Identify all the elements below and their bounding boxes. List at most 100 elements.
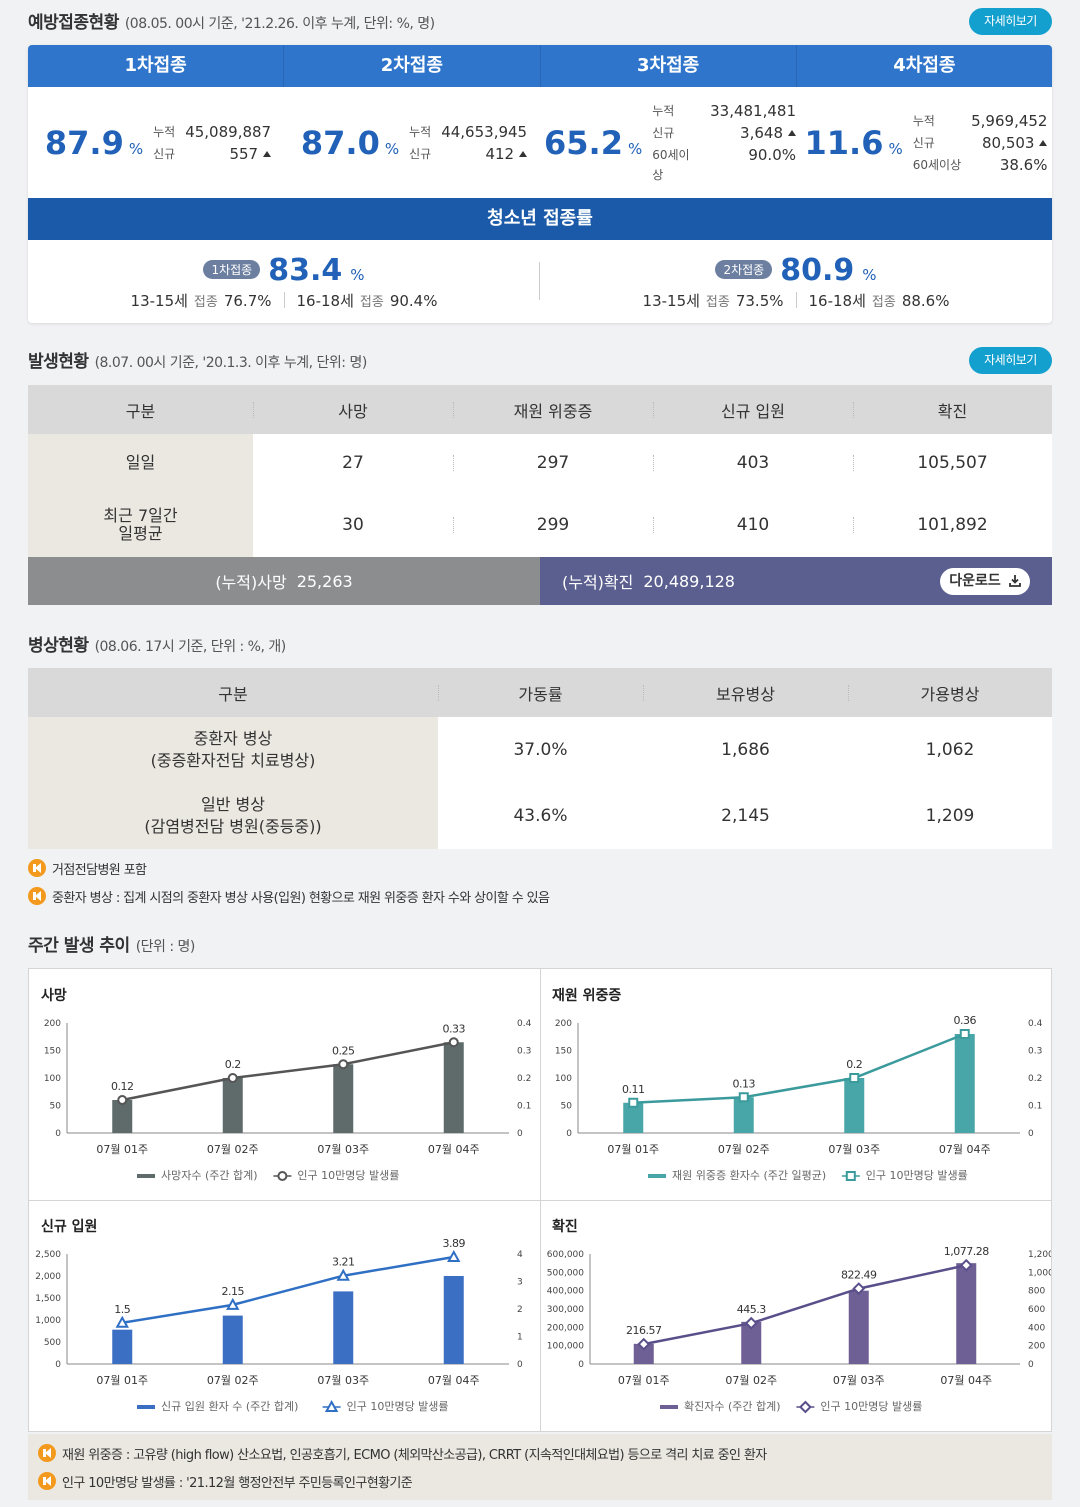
y-tick-label: 0 — [578, 1360, 584, 1370]
data-point — [744, 1316, 758, 1330]
table-header: 구분 사망 재원 위중증 신규 입원 확진 — [28, 385, 1052, 434]
download-button[interactable]: 다운로드 — [940, 568, 1030, 595]
bar — [222, 1315, 243, 1364]
occurrence-more-button[interactable]: 자세히보기 — [969, 347, 1052, 374]
y-tick-label: 0 — [566, 1129, 572, 1139]
bar — [112, 1329, 133, 1364]
cum-label: 누적 — [912, 113, 935, 128]
data-label: 2.15 — [222, 1285, 245, 1298]
download-icon — [1008, 570, 1021, 597]
dose-2-rate: 87.0 — [300, 123, 380, 162]
y2-tick-label: 1,000 — [1028, 1268, 1051, 1278]
row-label: 최근 7일간 일평균 — [28, 492, 253, 557]
y-tick-label: 150 — [555, 1047, 572, 1057]
y-tick-label: 200 — [555, 1019, 572, 1029]
bar — [633, 1343, 654, 1364]
y2-tick-label: 1 — [517, 1333, 523, 1343]
dose-4-rate: 11.6 — [804, 123, 884, 162]
column-header: 신규 입원 — [653, 398, 853, 422]
speaker-icon — [28, 887, 46, 905]
x-tick-label: 07월 02주 — [725, 1374, 777, 1387]
y2-tick-label: 1,200 — [1028, 1250, 1051, 1260]
data-point — [117, 1095, 128, 1105]
legend-label: 인구 10만명당 발생률 — [297, 1169, 399, 1182]
x-tick-label: 07월 03주 — [317, 1374, 369, 1387]
teen-value: 90.4% — [389, 291, 438, 310]
table-cell: 43.6% — [513, 806, 568, 826]
bar — [112, 1100, 133, 1133]
dose-tab-4[interactable]: 4차접종 — [893, 55, 956, 76]
dose-2-cum: 44,653,945 — [441, 122, 528, 141]
y2-tick-label: 200 — [1028, 1342, 1045, 1352]
chart-title: 재원 위중증 — [552, 988, 622, 1004]
beds-subtitle: (08.06. 17시 기준, 단위 : %, 개) — [94, 639, 287, 655]
occurrence-subtitle: (8.07. 00시 기준, '20.1.3. 이후 누계, 단위: 명) — [94, 355, 368, 371]
data-point — [637, 1337, 651, 1351]
bar — [623, 1102, 644, 1133]
note-text: 중환자 병상 : 집계 시점의 중환자 병상 사용(입원) 현황으로 재원 위중… — [52, 890, 550, 906]
dose-3-cum: 33,481,481 — [710, 101, 796, 120]
cumulative-confirmed-label: (누적)확진 — [562, 573, 634, 592]
data-label: 0.12 — [111, 1080, 134, 1093]
teen-rate-1: 83.4 — [268, 252, 343, 288]
bar — [741, 1321, 762, 1364]
table-cell: 1,686 — [721, 740, 770, 760]
dose-3-rate: 65.2 — [544, 123, 623, 162]
table-row: 일반 병상 (감염병전담 병원(중등중)) 43.6% 2,145 1,209 — [28, 783, 1052, 849]
y2-tick-label: 0 — [517, 1360, 523, 1370]
column-header: 재원 위중증 — [453, 398, 653, 422]
y2-tick-label: 0.1 — [1028, 1102, 1042, 1112]
y-tick-label: 500,000 — [547, 1268, 584, 1278]
cumulative-confirmed-value: 20,489,128 — [643, 571, 735, 591]
vaccination-more-button[interactable]: 자세히보기 — [969, 8, 1052, 35]
row-label: 일일 — [28, 434, 253, 492]
data-label: 0.11 — [622, 1083, 645, 1096]
x-tick-label: 07월 02주 — [207, 1374, 259, 1387]
row-label-main: 일반 병상 — [201, 795, 265, 814]
table-row: 최근 7일간 일평균 30 299 410 101,892 — [28, 492, 1052, 557]
dose-tab-3[interactable]: 3차접종 — [541, 45, 797, 87]
dose-tab-1[interactable]: 1차접종 — [28, 45, 285, 87]
data-point — [849, 1073, 860, 1083]
data-label: 0.25 — [332, 1044, 355, 1057]
bar — [333, 1064, 354, 1133]
data-label: 0.2 — [846, 1058, 862, 1071]
data-point — [959, 1029, 970, 1039]
column-header: 구분 — [125, 401, 156, 421]
vaccination-header: 예방접종현황 (08.05. 00시 기준, '21.2.26. 이후 누계, … — [28, 8, 435, 33]
chart-death: 사망 0 50 100 150 200 0 0.1 0.2 0.3 0.4 07월 01주 07월 0… — [29, 969, 541, 1201]
y2-tick-label: 600 — [1028, 1305, 1045, 1315]
data-point — [852, 1282, 866, 1296]
table-cell: 1,062 — [925, 740, 975, 760]
note-item: 재원 위중증 : 고유량 (high flow) 산소요법, 인공호흡기, EC… — [38, 1439, 1042, 1467]
dose-tab-2[interactable]: 2차접종 — [284, 45, 541, 87]
teen-title: 청소년 접종률 — [28, 198, 1052, 240]
y2-tick-label: 4 — [517, 1250, 523, 1260]
data-label: 3.89 — [443, 1237, 466, 1250]
dose-3-new: 3,648 — [710, 123, 796, 143]
y2-tick-label: 0.3 — [1028, 1047, 1042, 1057]
legend-swatch-bar — [660, 1405, 678, 1409]
legend-label: 인구 10만명당 발생률 — [820, 1400, 922, 1413]
dose-4-age60: 38.6% — [999, 155, 1048, 174]
teen-age-group: 16-18세 — [296, 291, 354, 310]
speaker-icon — [38, 1444, 56, 1462]
bar — [443, 1276, 464, 1364]
y-tick-label: 1,500 — [35, 1294, 61, 1304]
data-label: 0.33 — [443, 1022, 466, 1035]
chart-title: 신규 입원 — [41, 1219, 98, 1235]
table-cell: 30 — [342, 514, 364, 535]
data-label: 0.13 — [733, 1077, 756, 1090]
y2-tick-label: 0.1 — [517, 1102, 531, 1112]
data-label: 216.57 — [626, 1324, 662, 1337]
y-tick-label: 200 — [44, 1019, 61, 1029]
y-tick-label: 0 — [55, 1129, 61, 1139]
chart-critical-svg: 0 50 100 150 200 0 0.1 0.2 0.3 0.4 07월 01주 07월 02주 0… — [555, 1014, 1043, 1182]
y2-tick-label: 400 — [1028, 1323, 1045, 1333]
x-tick-label: 07월 03주 — [828, 1143, 880, 1156]
data-point — [628, 1097, 639, 1108]
teen-unit-1: % — [350, 265, 365, 284]
y-tick-label: 500 — [44, 1338, 61, 1348]
age-label: 60세이상 — [912, 157, 962, 172]
dose-1-summary: 87.9% 누적 45,089,887 신규 557 — [28, 87, 284, 198]
